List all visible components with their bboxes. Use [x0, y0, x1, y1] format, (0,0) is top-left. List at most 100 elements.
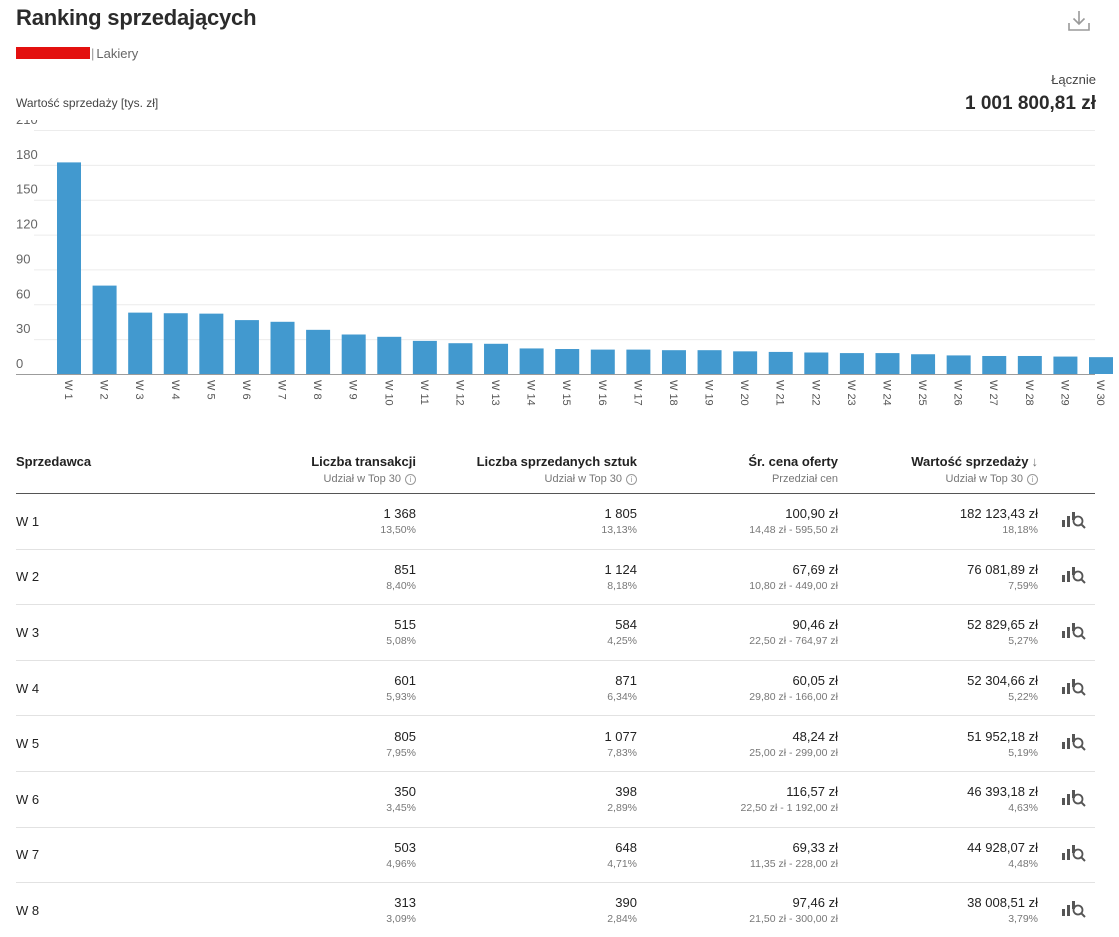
bar[interactable] — [128, 312, 153, 374]
units-value: 1 124 — [604, 561, 637, 577]
bar[interactable] — [341, 334, 366, 374]
x-tick-label: W 28 — [1023, 380, 1035, 406]
transactions-value: 313 — [394, 895, 416, 911]
bar[interactable] — [163, 313, 188, 374]
bar-chart-search-icon[interactable] — [1061, 730, 1087, 752]
transactions-share: 5,08% — [386, 635, 416, 648]
bar[interactable] — [768, 351, 793, 374]
info-icon[interactable]: i — [405, 474, 416, 485]
col-header-price[interactable]: Śr. cena oferty Przedział cen — [637, 444, 838, 494]
seller-name[interactable]: W 5 — [16, 715, 116, 772]
bar[interactable] — [626, 349, 651, 374]
seller-name[interactable]: W 2 — [16, 549, 116, 606]
bar-chart-search-icon[interactable] — [1061, 563, 1087, 585]
transactions-share: 3,45% — [386, 802, 416, 815]
price-range: 11,35 zł - 228,00 zł — [750, 857, 838, 870]
price-range: 25,00 zł - 299,00 zł — [749, 746, 838, 759]
x-tick-label: W 23 — [845, 380, 857, 406]
seller-name[interactable]: W 1 — [16, 493, 116, 550]
x-tick-label: W 21 — [774, 380, 786, 406]
bar[interactable] — [661, 350, 686, 374]
price-value: 67,69 zł — [792, 561, 838, 577]
x-tick-label: W 8 — [311, 380, 323, 400]
bar-chart-search-icon[interactable] — [1061, 786, 1087, 808]
transactions-share: 4,96% — [386, 857, 416, 870]
seller-name[interactable]: W 6 — [16, 771, 116, 828]
bar[interactable] — [911, 354, 936, 374]
units-value: 390 — [615, 895, 637, 911]
bar[interactable] — [555, 349, 580, 374]
x-tick-label: W 1 — [62, 380, 74, 400]
bar-chart-search-icon[interactable] — [1061, 675, 1087, 697]
col-header-transactions[interactable]: Liczba transakcji Udział w Top 30 i — [116, 444, 416, 494]
units-value: 871 — [615, 673, 637, 689]
cell-sales-value: 76 081,89 zł 7,59% — [838, 549, 1038, 606]
bar[interactable] — [519, 348, 544, 374]
cell-action — [1038, 771, 1095, 828]
bar[interactable] — [57, 162, 81, 374]
sales-value: 38 008,51 zł — [967, 895, 1038, 911]
seller-name[interactable]: W 7 — [16, 827, 116, 884]
price-range: 10,80 zł - 449,00 zł — [749, 579, 838, 592]
sales-value: 76 081,89 zł — [967, 561, 1038, 577]
x-tick-label: W 15 — [560, 380, 572, 406]
bar[interactable] — [306, 329, 331, 374]
seller-name[interactable]: W 3 — [16, 604, 116, 661]
bar[interactable] — [697, 350, 722, 374]
bar[interactable] — [1053, 356, 1078, 374]
bar-chart-search-icon[interactable] — [1061, 619, 1087, 641]
bar[interactable] — [199, 313, 224, 374]
page-title: Ranking sprzedających — [16, 5, 257, 30]
units-share: 4,71% — [607, 857, 637, 870]
price-value: 69,33 zł — [792, 839, 838, 855]
bar[interactable] — [448, 343, 473, 374]
cell-action — [1038, 604, 1095, 661]
units-share: 7,83% — [607, 746, 637, 759]
bar[interactable] — [875, 353, 900, 374]
sort-down-icon[interactable]: ↓ — [1031, 454, 1039, 469]
bar[interactable] — [270, 321, 295, 374]
info-icon[interactable]: i — [1027, 474, 1038, 485]
cell-transactions: 503 4,96% — [116, 827, 416, 884]
sales-share: 4,63% — [1008, 802, 1038, 815]
cell-transactions: 805 7,95% — [116, 715, 416, 772]
bar[interactable] — [804, 352, 829, 374]
transactions-share: 3,09% — [386, 913, 416, 926]
sales-value: 182 123,43 zł — [959, 506, 1038, 522]
bar[interactable] — [1089, 357, 1113, 374]
bar[interactable] — [412, 340, 437, 374]
bar[interactable] — [1017, 355, 1042, 374]
col-header-transactions-label: Liczba transakcji — [311, 454, 416, 469]
units-share: 2,84% — [607, 913, 637, 926]
download-icon[interactable] — [1066, 9, 1092, 33]
info-icon[interactable]: i — [626, 474, 637, 485]
bar[interactable] — [982, 355, 1007, 374]
cell-sales-value: 52 304,66 zł 5,22% — [838, 660, 1038, 717]
table-header-row: Sprzedawca Liczba transakcji Udział w To… — [16, 444, 1095, 494]
bar[interactable] — [590, 349, 615, 374]
bar[interactable] — [839, 353, 864, 374]
price-range: 14,48 zł - 595,50 zł — [749, 524, 838, 537]
cell-sales-value: 44 928,07 zł 4,48% — [838, 827, 1038, 884]
col-header-value[interactable]: Wartość sprzedaży ↓ Udział w Top 30 i — [838, 444, 1038, 494]
bar[interactable] — [733, 351, 758, 374]
x-tick-label: W 22 — [809, 380, 821, 406]
x-tick-label: W 26 — [952, 380, 964, 406]
col-header-units[interactable]: Liczba sprzedanych sztuk Udział w Top 30… — [416, 444, 637, 494]
transactions-value: 503 — [394, 839, 416, 855]
bar[interactable] — [92, 285, 117, 374]
bar-chart-search-icon[interactable] — [1061, 508, 1087, 530]
bar-chart-search-icon[interactable] — [1061, 897, 1087, 919]
x-tick-label: W 3 — [133, 380, 145, 400]
x-tick-label: W 13 — [489, 380, 501, 406]
seller-name[interactable]: W 8 — [16, 882, 116, 937]
bar[interactable] — [946, 355, 971, 374]
table-row: W 5 805 7,95% 1 077 7,83% 48,24 zł 25,00 zł - … — [16, 715, 1095, 772]
transactions-share: 7,95% — [386, 746, 416, 759]
bar[interactable] — [484, 343, 509, 374]
bar-chart-search-icon[interactable] — [1061, 841, 1087, 863]
col-header-seller[interactable]: Sprzedawca — [16, 444, 116, 494]
bar[interactable] — [234, 320, 259, 374]
seller-name[interactable]: W 4 — [16, 660, 116, 717]
bar[interactable] — [377, 336, 402, 374]
